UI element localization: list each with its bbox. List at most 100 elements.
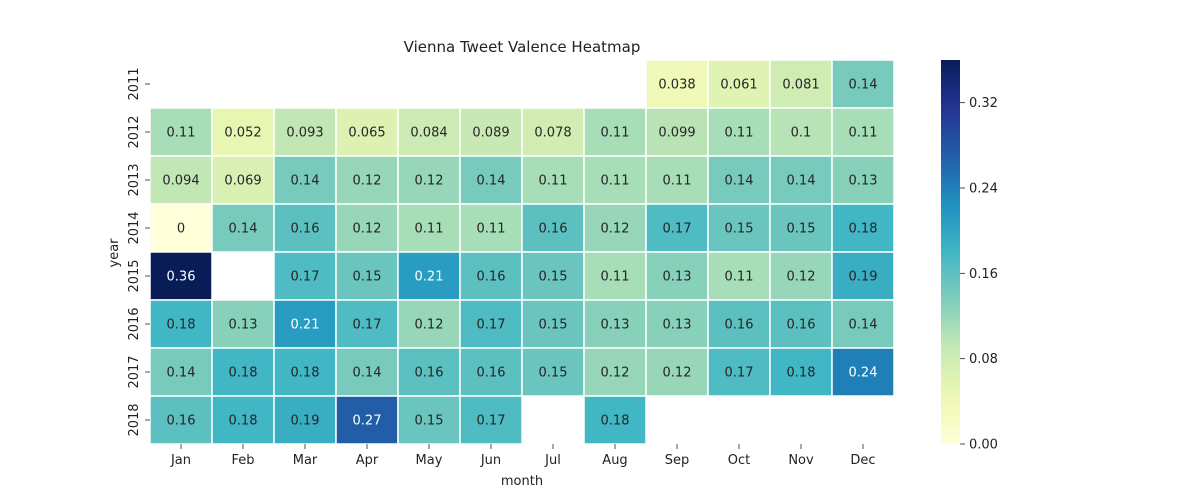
cell-value-label: 0.14 — [229, 222, 258, 237]
heatmap-cell — [769, 347, 833, 397]
cell-value-label: 0 — [177, 222, 185, 237]
cell-value-label: 0.18 — [291, 366, 320, 381]
heatmap-cell — [149, 347, 213, 397]
heatmap-cell — [273, 395, 337, 445]
heatmap-cell — [273, 203, 337, 253]
heatmap-cell — [211, 107, 275, 157]
cell-value-label: 0.15 — [539, 318, 568, 333]
x-tick-label: Feb — [231, 453, 254, 468]
y-tick-label: 2018 — [127, 403, 142, 436]
cell-value-label: 0.16 — [291, 222, 320, 237]
colorbar-tick-label: 0.00 — [969, 438, 998, 453]
x-tick-label: Jan — [170, 453, 191, 468]
heatmap-cell — [335, 107, 399, 157]
cell-value-label: 0.099 — [658, 126, 695, 141]
cell-value-label: 0.052 — [224, 126, 261, 141]
cell-value-label: 0.17 — [725, 366, 754, 381]
heatmap-cell — [769, 251, 833, 301]
colorbar-tick-label: 0.08 — [969, 352, 998, 367]
heatmap-cell — [583, 203, 647, 253]
heatmap-cell — [521, 251, 585, 301]
colorbar-tick-label: 0.24 — [969, 182, 998, 197]
x-tick-label: Nov — [788, 453, 814, 468]
cell-value-label: 0.16 — [415, 366, 444, 381]
cell-value-label: 0.18 — [787, 366, 816, 381]
cell-value-label: 0.12 — [601, 366, 630, 381]
heatmap-cell — [707, 107, 771, 157]
heatmap-cell — [645, 347, 709, 397]
cell-value-label: 0.19 — [849, 270, 878, 285]
cell-value-label: 0.18 — [229, 366, 258, 381]
heatmap-cell — [273, 347, 337, 397]
heatmap-cell — [521, 155, 585, 205]
cell-value-label: 0.15 — [539, 270, 568, 285]
heatmap-cell — [335, 347, 399, 397]
y-tick-label: 2012 — [127, 115, 142, 148]
cell-value-label: 0.12 — [663, 366, 692, 381]
x-tick-label: Apr — [356, 453, 379, 468]
cell-value-label: 0.17 — [663, 222, 692, 237]
heatmap-cell — [831, 155, 895, 205]
heatmap-cell — [831, 107, 895, 157]
cell-value-label: 0.093 — [286, 126, 323, 141]
cell-value-label: 0.11 — [415, 222, 444, 237]
cell-value-label: 0.061 — [720, 78, 757, 93]
y-tick-label: 2014 — [127, 211, 142, 244]
heatmap-cell — [211, 395, 275, 445]
x-tick-label: Aug — [602, 453, 627, 468]
cell-value-label: 0.16 — [725, 318, 754, 333]
cell-value-label: 0.11 — [477, 222, 506, 237]
cell-value-label: 0.11 — [167, 126, 196, 141]
heatmap-cell — [831, 251, 895, 301]
cell-value-label: 0.11 — [539, 174, 568, 189]
heatmap-cell — [583, 299, 647, 349]
y-tick-label: 2015 — [127, 259, 142, 292]
heatmap-cell — [459, 251, 523, 301]
cell-value-label: 0.15 — [539, 366, 568, 381]
heatmap-cell — [831, 59, 895, 109]
cell-value-label: 0.14 — [167, 366, 196, 381]
cell-value-label: 0.18 — [167, 318, 196, 333]
x-tick-label: Mar — [293, 453, 318, 468]
cell-value-label: 0.14 — [353, 366, 382, 381]
heatmap-cell — [645, 251, 709, 301]
cell-value-label: 0.11 — [849, 126, 878, 141]
heatmap-cell — [335, 299, 399, 349]
heatmap-cell — [273, 251, 337, 301]
heatmap-cell — [149, 203, 213, 253]
cell-value-label: 0.24 — [849, 366, 878, 381]
colorbar-tick-label: 0.32 — [969, 96, 998, 111]
x-tick-label: Jul — [544, 453, 561, 468]
colorbar-gradient — [941, 60, 960, 444]
cell-value-label: 0.16 — [477, 270, 506, 285]
heatmap-cell — [211, 299, 275, 349]
chart-title: Vienna Tweet Valence Heatmap — [404, 38, 641, 56]
heatmap-cell — [707, 251, 771, 301]
cell-value-label: 0.11 — [601, 126, 630, 141]
cell-value-label: 0.069 — [224, 174, 261, 189]
cell-value-label: 0.14 — [291, 174, 320, 189]
cell-value-label: 0.15 — [415, 414, 444, 429]
heatmap-cell — [273, 155, 337, 205]
cell-value-label: 0.12 — [601, 222, 630, 237]
colorbar: 0.00 0.08 0.16 0.24 0.32 — [941, 60, 998, 453]
cell-value-label: 0.094 — [162, 174, 199, 189]
heatmap-cell — [521, 347, 585, 397]
heatmap-cell — [645, 203, 709, 253]
heatmap-cell — [707, 347, 771, 397]
x-tick-label: May — [416, 453, 443, 468]
heatmap-cell — [831, 347, 895, 397]
heatmap-cell — [459, 107, 523, 157]
heatmap-cell — [583, 251, 647, 301]
cell-value-label: 0.065 — [348, 126, 385, 141]
cell-value-label: 0.16 — [167, 414, 196, 429]
cell-value-label: 0.084 — [410, 126, 447, 141]
x-tick-label: Sep — [665, 453, 690, 468]
cell-value-label: 0.13 — [663, 270, 692, 285]
cell-value-label: 0.081 — [782, 78, 819, 93]
heatmap-cell — [583, 395, 647, 445]
cell-value-label: 0.078 — [534, 126, 571, 141]
y-tick-label: 2013 — [127, 163, 142, 196]
cell-value-label: 0.13 — [229, 318, 258, 333]
cell-value-label: 0.17 — [353, 318, 382, 333]
